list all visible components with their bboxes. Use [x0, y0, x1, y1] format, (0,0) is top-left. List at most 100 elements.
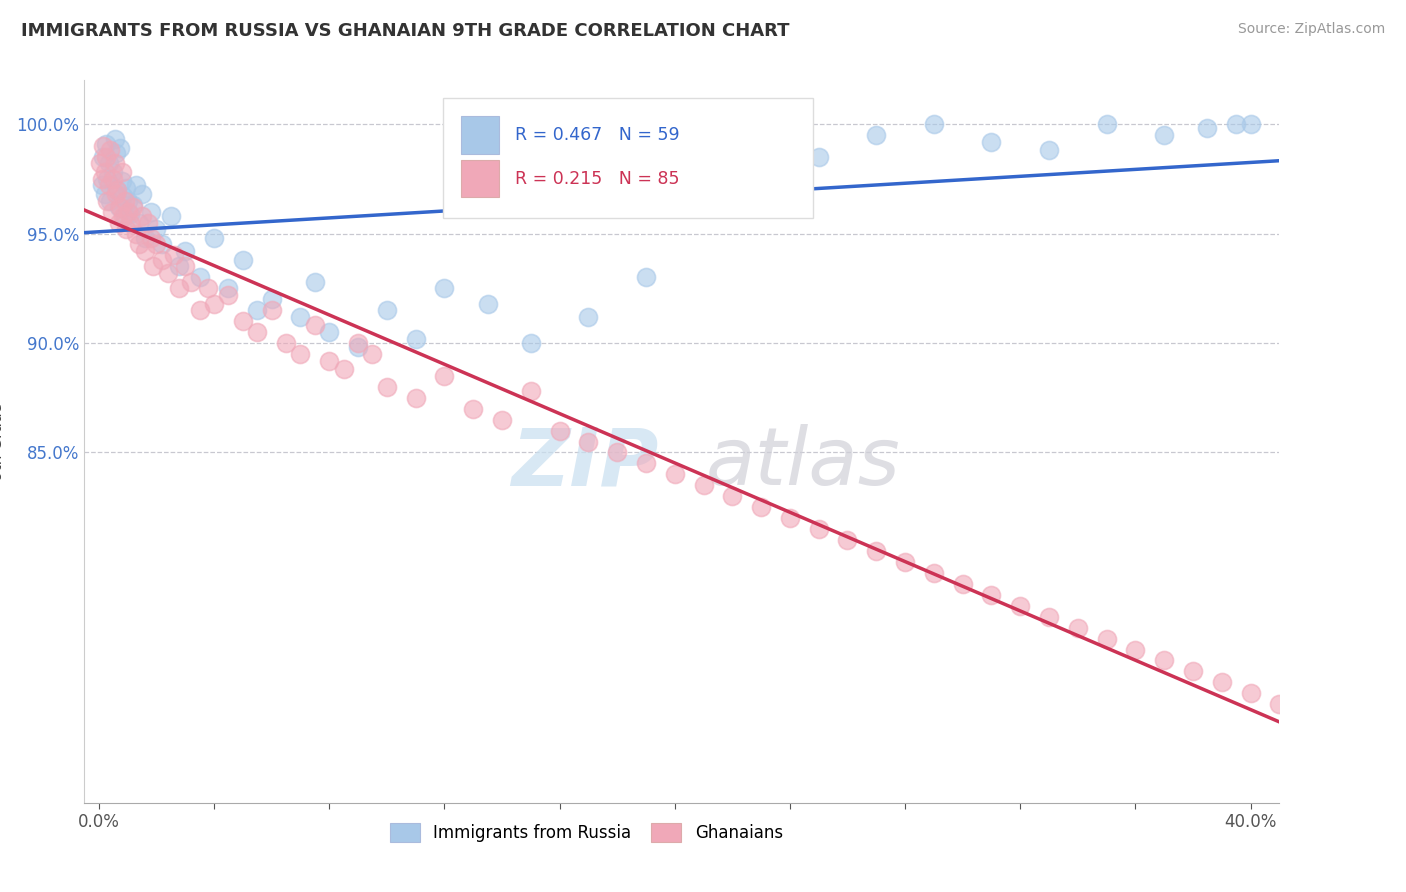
Point [304, 275, 326, 289]
Point [188, 303, 211, 318]
Point [232, 314, 254, 328]
Point [105, 145, 128, 160]
Point [104, 156, 127, 170]
Text: atlas: atlas [706, 425, 901, 502]
Point [1125, 642, 1147, 657]
Point [89, 156, 111, 170]
Point [1354, 730, 1376, 744]
Point [107, 183, 129, 197]
Point [159, 209, 181, 223]
Point [837, 533, 859, 547]
Point [108, 200, 131, 214]
Point [865, 128, 887, 142]
Point [433, 368, 456, 383]
Point [111, 174, 134, 188]
Point [101, 165, 124, 179]
Point [110, 141, 132, 155]
Point [318, 353, 340, 368]
Point [519, 384, 541, 399]
Point [117, 194, 139, 208]
Point [128, 216, 150, 230]
Point [120, 216, 142, 230]
Point [519, 336, 541, 351]
Point [112, 189, 135, 203]
Point [125, 227, 148, 241]
Point [90, 171, 112, 186]
Point [463, 401, 485, 416]
Point [131, 209, 153, 223]
Point [332, 362, 354, 376]
Point [260, 303, 283, 318]
Point [97, 178, 120, 193]
Point [134, 231, 156, 245]
Text: ZIP: ZIP [510, 425, 658, 502]
Text: IMMIGRANTS FROM RUSSIA VS GHANAIAN 9TH GRADE CORRELATION CHART: IMMIGRANTS FROM RUSSIA VS GHANAIAN 9TH G… [21, 22, 790, 40]
Point [197, 281, 219, 295]
Point [145, 237, 167, 252]
Point [112, 209, 135, 223]
Point [202, 296, 225, 310]
Point [90, 178, 112, 193]
Point [1153, 653, 1175, 667]
Point [807, 522, 830, 536]
Point [1010, 599, 1032, 613]
Point [290, 310, 312, 324]
Point [779, 511, 801, 525]
Point [93, 187, 115, 202]
Y-axis label: 9th Grade: 9th Grade [0, 403, 6, 480]
Point [1197, 121, 1219, 136]
Point [202, 231, 225, 245]
Point [98, 144, 121, 158]
Point [1296, 708, 1319, 723]
Point [922, 566, 945, 580]
Point [94, 150, 117, 164]
Point [1153, 128, 1175, 142]
Point [1326, 719, 1348, 733]
Point [142, 260, 165, 274]
Point [576, 310, 599, 324]
Point [114, 209, 136, 223]
Point [174, 260, 197, 274]
Point [107, 183, 129, 197]
Point [117, 204, 139, 219]
Point [128, 237, 150, 252]
Point [375, 303, 398, 318]
Point [122, 200, 145, 214]
Point [96, 194, 118, 208]
Point [180, 275, 202, 289]
Point [111, 165, 134, 179]
Point [169, 260, 191, 274]
Point [433, 281, 456, 295]
Point [692, 171, 714, 186]
Point [405, 391, 427, 405]
Point [100, 204, 122, 219]
Point [721, 489, 744, 503]
Point [980, 588, 1002, 602]
Point [548, 424, 571, 438]
Point [97, 156, 120, 170]
Point [94, 136, 117, 151]
Point [139, 204, 162, 219]
Point [1067, 621, 1090, 635]
Point [217, 281, 239, 295]
Point [606, 445, 628, 459]
Point [131, 187, 153, 202]
Point [361, 347, 384, 361]
Point [150, 252, 173, 267]
Point [93, 165, 115, 179]
Point [347, 340, 370, 354]
Point [634, 457, 657, 471]
Point [304, 318, 326, 333]
Point [1095, 632, 1118, 646]
Point [375, 380, 398, 394]
FancyBboxPatch shape [461, 117, 499, 154]
Point [290, 347, 312, 361]
Point [105, 187, 128, 202]
Point [749, 500, 772, 515]
Point [217, 288, 239, 302]
Point [145, 222, 167, 236]
Point [405, 332, 427, 346]
Point [91, 150, 114, 164]
Point [347, 336, 370, 351]
Point [1211, 675, 1233, 690]
